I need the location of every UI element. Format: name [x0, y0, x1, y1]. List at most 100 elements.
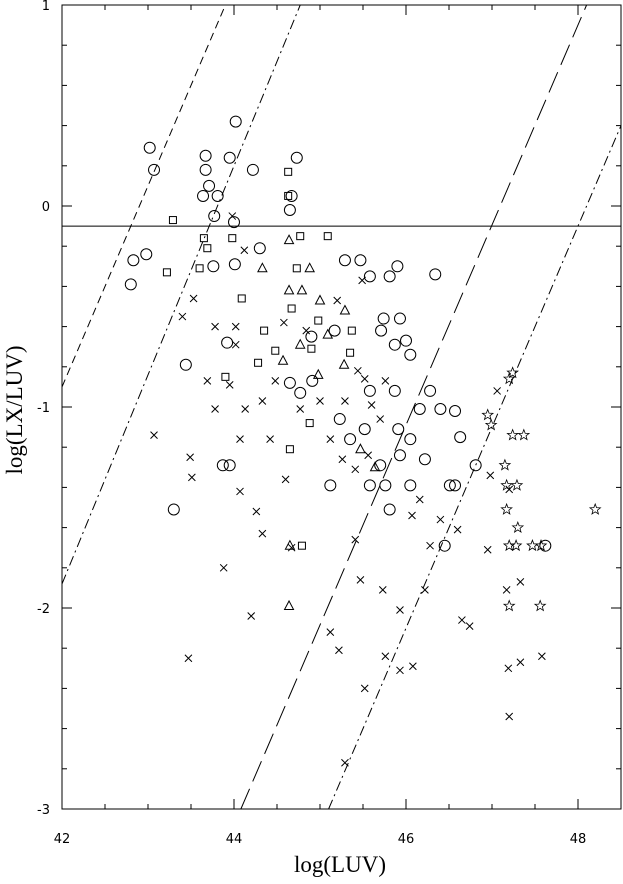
triangle-point — [312, 368, 324, 379]
square-point — [292, 264, 301, 273]
cross-point — [502, 586, 511, 594]
cross-point — [211, 405, 219, 413]
square-point — [296, 232, 305, 241]
circle-point — [203, 179, 216, 192]
circle-point — [400, 334, 412, 347]
cross-point — [483, 545, 492, 554]
triangle-point — [296, 284, 308, 295]
cross-point — [296, 405, 305, 413]
square-point — [284, 191, 293, 200]
circle-point — [148, 163, 161, 176]
circle-point — [449, 405, 462, 418]
square-point — [305, 419, 314, 428]
circle-point — [333, 413, 346, 426]
cross-point — [353, 366, 362, 375]
cross-point — [409, 662, 417, 671]
star-point — [502, 599, 516, 612]
square-point — [203, 244, 212, 253]
circle-point — [223, 151, 236, 164]
y-tick-label: -2 — [37, 602, 50, 617]
star-point — [502, 372, 516, 385]
cross-point — [465, 622, 474, 630]
circle-point — [374, 459, 387, 472]
circle-point — [391, 260, 404, 273]
star-point — [500, 502, 513, 515]
circle-point — [344, 433, 357, 446]
cross-point — [376, 415, 385, 423]
circle-point — [454, 431, 467, 444]
square-point — [199, 234, 208, 243]
x-tick-label: 44 — [226, 832, 243, 847]
x-tick-label: 42 — [54, 832, 71, 847]
cross-point — [231, 322, 240, 331]
triangle-point — [284, 539, 296, 550]
cross-point — [178, 312, 187, 321]
circle-point — [229, 115, 242, 128]
cross-point — [364, 451, 373, 460]
y-tick-label: 0 — [42, 200, 50, 215]
cross-point — [219, 563, 228, 572]
cross-point — [326, 435, 335, 444]
circle-point — [223, 459, 236, 472]
star-point — [533, 599, 547, 612]
square-point — [260, 326, 269, 335]
triangle-point — [257, 262, 268, 273]
circle-point — [379, 479, 392, 492]
circle-point — [404, 433, 417, 446]
cross-point — [415, 495, 424, 504]
circle-point — [449, 479, 462, 492]
circle-point — [324, 479, 337, 492]
circle-point — [383, 270, 396, 283]
triangle-point — [369, 461, 381, 472]
cross-point — [287, 543, 296, 552]
cross-point — [203, 377, 212, 385]
cross-point — [486, 471, 495, 480]
star-point — [510, 478, 524, 491]
cross-point — [280, 318, 288, 327]
cross-point — [240, 246, 249, 255]
star-point — [511, 520, 525, 533]
star-point — [500, 478, 513, 491]
circle-point — [246, 163, 259, 176]
cross-point — [252, 507, 261, 516]
circle-point — [443, 479, 456, 492]
square-point — [347, 326, 356, 335]
triangle-point — [338, 358, 350, 369]
square-point — [346, 348, 355, 357]
star-point — [481, 408, 495, 421]
circle-point — [199, 149, 212, 162]
square-point — [297, 541, 306, 550]
cross-point — [271, 377, 280, 385]
triangle-point — [304, 262, 316, 273]
cross-point — [360, 375, 369, 383]
circle-point — [392, 423, 405, 436]
cross-point — [458, 616, 466, 624]
reference-line — [240, 4, 588, 810]
circle-point — [434, 403, 447, 416]
square-point — [237, 294, 246, 303]
cross-point — [189, 294, 198, 303]
cross-point — [326, 628, 335, 636]
cross-point — [453, 525, 462, 534]
cross-point — [228, 212, 237, 220]
circle-point — [424, 384, 437, 397]
cross-point — [538, 652, 546, 661]
cross-point — [188, 473, 196, 482]
star-point — [498, 458, 512, 471]
reference-line — [61, 4, 301, 585]
reference-line — [328, 125, 622, 810]
circle-point — [383, 503, 396, 516]
square-point — [162, 268, 171, 277]
square-point — [195, 264, 204, 273]
star-point — [506, 366, 519, 379]
square-point — [228, 234, 237, 243]
circle-point — [404, 479, 417, 492]
star-point — [506, 428, 519, 441]
star-point — [517, 428, 531, 441]
circle-point — [469, 459, 482, 472]
circle-point — [283, 376, 296, 389]
square-point — [314, 316, 323, 325]
cross-point — [356, 576, 365, 584]
cross-point — [351, 535, 360, 544]
